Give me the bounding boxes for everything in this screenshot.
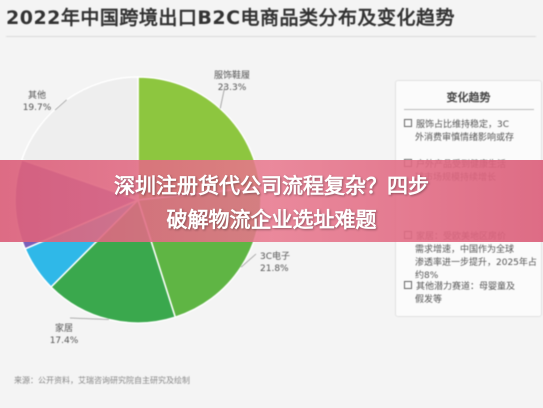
slice-label: 其他 bbox=[28, 89, 46, 101]
trend-panel-divider bbox=[404, 109, 534, 110]
slice-value-label: 21.8% bbox=[260, 264, 289, 274]
leader-line-5 bbox=[54, 99, 67, 111]
source-note: 来源：公开资料，艾瑞咨询研究院自主研究及绘制 bbox=[14, 376, 190, 385]
slice-value-label: 17.4% bbox=[50, 336, 79, 346]
trend-item-text: 服饰占比维持稳定，3C bbox=[416, 120, 510, 130]
trend-item: 服饰占比维持稳定，3C 外消费审慎情绪影响或存 bbox=[404, 119, 539, 145]
headline-banner[interactable]: 深圳注册货代公司流程复杂？四步 破解物流企业选址难题 bbox=[0, 160, 543, 242]
slice-label: 家居 bbox=[55, 322, 73, 334]
slice-label: 3C电子 bbox=[260, 250, 290, 262]
leader-line-2 bbox=[69, 317, 109, 320]
trend-item-text: 外消费审慎情绪影响或存 bbox=[415, 133, 515, 143]
trend-item-text: 其他潜力赛道：母婴童及 bbox=[416, 282, 516, 292]
trend-item-text: 约8% bbox=[415, 271, 439, 281]
leader-line-0 bbox=[219, 85, 226, 109]
trend-item-text: 渗透率进一步提升，2025年占 bbox=[415, 258, 537, 268]
slice-value-label: 23.3% bbox=[218, 83, 247, 93]
title-divider bbox=[6, 36, 536, 37]
headline-line-1: 深圳注册货代公司流程复杂？四步 bbox=[114, 174, 429, 198]
checkbox-icon bbox=[404, 281, 412, 289]
slice-label: 服饰鞋履 bbox=[214, 69, 250, 81]
trend-item: 其他潜力赛道：母婴童及 假发等 bbox=[404, 281, 539, 307]
trend-panel-title: 变化趋势 bbox=[446, 91, 491, 104]
trend-item-text: 需求增速，中国作为全球 bbox=[415, 245, 515, 255]
trend-item-text: 假发等 bbox=[415, 295, 443, 305]
headline-line-2: 破解物流企业选址难题 bbox=[166, 208, 377, 232]
leader-line-1 bbox=[240, 253, 257, 268]
chart-title: 2022年中国跨境出口B2C电商品类分布及变化趋势 bbox=[6, 7, 456, 29]
slice-value-label: 19.7% bbox=[23, 103, 52, 113]
checkbox-icon bbox=[404, 119, 412, 127]
